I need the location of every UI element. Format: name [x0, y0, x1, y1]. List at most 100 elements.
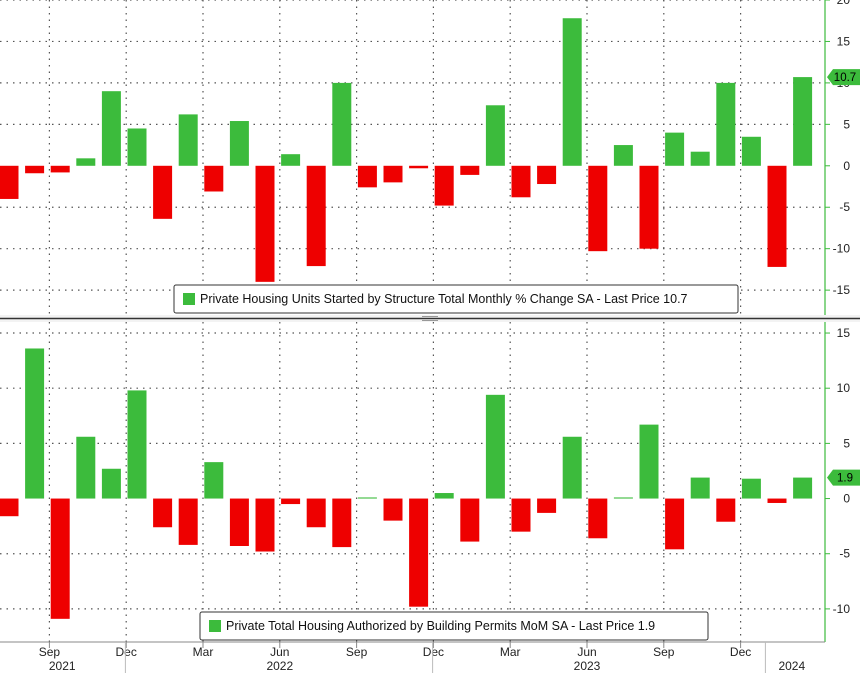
bar[interactable]	[690, 151, 710, 166]
bar[interactable]	[639, 165, 659, 249]
panel-divider[interactable]	[0, 315, 860, 322]
legend: Private Total Housing Authorized by Buil…	[199, 611, 709, 641]
y-tick-label: 0	[843, 159, 850, 173]
bar[interactable]	[793, 477, 813, 499]
bar[interactable]	[665, 498, 685, 550]
bar[interactable]	[690, 477, 710, 499]
bar[interactable]	[511, 498, 531, 532]
bar[interactable]	[767, 165, 787, 267]
bar[interactable]	[101, 91, 121, 166]
last-price-label: 10.7	[834, 72, 856, 84]
bar[interactable]	[332, 82, 352, 166]
bar[interactable]	[562, 436, 582, 499]
bar[interactable]	[25, 165, 45, 174]
bar[interactable]	[588, 165, 608, 252]
x-tick-label: Sep	[346, 645, 368, 659]
bar[interactable]	[793, 77, 813, 166]
x-year-label: 2022	[266, 659, 293, 673]
bar[interactable]	[562, 18, 582, 166]
bar[interactable]	[153, 498, 173, 528]
bar[interactable]	[178, 498, 198, 545]
x-tick-label: Jun	[577, 645, 596, 659]
bar[interactable]	[639, 424, 659, 499]
legend-box	[173, 284, 739, 314]
bar[interactable]	[357, 165, 377, 188]
legend-label: Private Total Housing Authorized by Buil…	[226, 619, 655, 633]
bar[interactable]	[25, 348, 45, 499]
bar[interactable]	[76, 158, 96, 166]
x-tick-label: Dec	[116, 645, 137, 659]
x-tick-label: Mar	[193, 645, 214, 659]
bar[interactable]	[434, 493, 454, 499]
bar[interactable]	[665, 132, 685, 166]
legend-swatch	[183, 293, 195, 305]
bar[interactable]	[76, 436, 96, 499]
bar[interactable]	[613, 497, 633, 499]
bar[interactable]	[204, 462, 224, 499]
y-tick-label: -15	[833, 283, 851, 297]
bar[interactable]	[281, 154, 301, 166]
last-price-tag	[827, 469, 860, 486]
x-tick-label: Sep	[39, 645, 61, 659]
x-tick-label: Sep	[653, 645, 675, 659]
bar[interactable]	[127, 390, 147, 499]
bar[interactable]	[306, 498, 326, 528]
bar[interactable]	[0, 165, 19, 199]
bar[interactable]	[741, 136, 761, 166]
y-tick-label: 5	[843, 436, 850, 450]
bar[interactable]	[127, 128, 147, 166]
bar[interactable]	[332, 498, 352, 548]
x-year-label: 2023	[574, 659, 601, 673]
y-tick-label: 15	[837, 34, 851, 48]
bar[interactable]	[0, 498, 19, 517]
bar[interactable]	[357, 497, 377, 499]
bar[interactable]	[383, 498, 403, 521]
bar[interactable]	[255, 498, 275, 552]
bar[interactable]	[409, 165, 429, 169]
bar[interactable]	[485, 394, 505, 499]
y-tick-label: 10	[837, 381, 851, 395]
y-tick-label: 5	[843, 117, 850, 131]
y-tick-label: -10	[833, 602, 851, 616]
bar[interactable]	[153, 165, 173, 219]
y-tick-label: 20	[837, 0, 851, 7]
bar[interactable]	[306, 165, 326, 267]
legend-swatch	[209, 620, 221, 632]
bar[interactable]	[460, 498, 480, 542]
bar[interactable]	[485, 105, 505, 166]
bar[interactable]	[460, 165, 480, 175]
bar[interactable]	[511, 165, 531, 198]
bar[interactable]	[434, 165, 454, 206]
bar[interactable]	[229, 498, 249, 546]
x-tick-label: Jun	[270, 645, 289, 659]
bar[interactable]	[588, 498, 608, 539]
bar[interactable]	[50, 165, 70, 173]
bar[interactable]	[716, 82, 736, 166]
bottom-panel-building-permits: 15 10 5 0 -5 -10 1.9 Private Total Housing Auth…	[0, 322, 860, 642]
bar[interactable]	[178, 114, 198, 166]
bar[interactable]	[613, 145, 633, 166]
bar[interactable]	[409, 498, 429, 607]
bar[interactable]	[255, 165, 275, 282]
last-price-tag	[827, 69, 860, 86]
bar[interactable]	[537, 165, 557, 185]
bar[interactable]	[281, 498, 301, 505]
bar[interactable]	[50, 498, 70, 619]
bar[interactable]	[537, 498, 557, 513]
bar[interactable]	[204, 165, 224, 192]
y-tick-label: 15	[837, 326, 851, 340]
x-year-label: 2024	[778, 659, 805, 673]
x-tick-label: Mar	[500, 645, 521, 659]
legend-label: Private Housing Units Started by Structu…	[200, 292, 688, 306]
x-tick-label: Dec	[730, 645, 751, 659]
bar[interactable]	[716, 498, 736, 522]
bar[interactable]	[101, 468, 121, 499]
bar[interactable]	[383, 165, 403, 183]
last-price-label: 1.9	[837, 473, 853, 485]
bar[interactable]	[741, 478, 761, 499]
y-tick-label: -5	[839, 200, 850, 214]
bar[interactable]	[229, 121, 249, 166]
bar[interactable]	[767, 498, 787, 503]
